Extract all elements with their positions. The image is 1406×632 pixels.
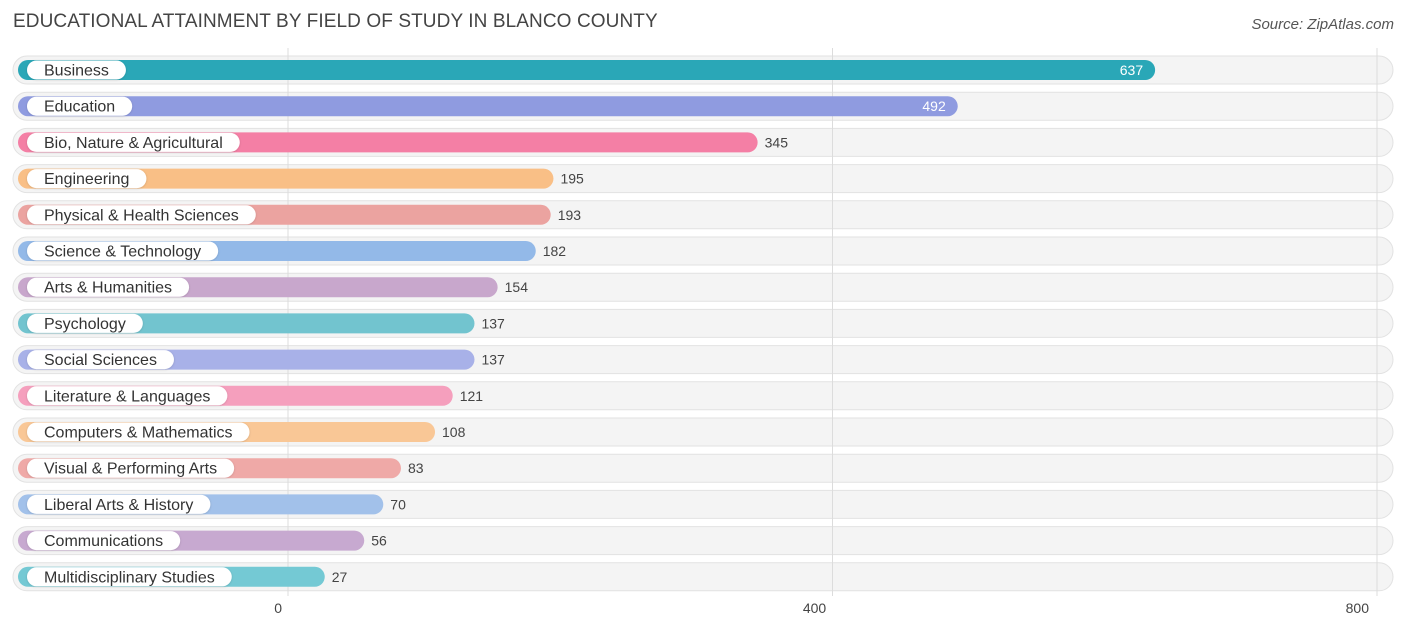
category-label: Business	[44, 63, 109, 80]
category-label-pill	[27, 241, 219, 261]
value-label: 137	[481, 352, 505, 368]
value-label: 83	[408, 460, 424, 476]
category-label-group: Psychology	[27, 313, 143, 333]
value-label: 182	[543, 243, 567, 259]
category-label-group: Literature & Languages	[27, 386, 228, 406]
value-label: 121	[460, 388, 484, 404]
bar	[18, 96, 958, 117]
x-tick-label: 0	[274, 600, 282, 616]
category-label-pill	[27, 350, 174, 370]
category-label: Bio, Nature & Agricultural	[44, 135, 223, 152]
category-label: Visual & Performing Arts	[44, 461, 217, 478]
category-label: Communications	[44, 533, 163, 550]
bar	[18, 60, 1156, 80]
category-label-pill	[27, 169, 147, 189]
category-label-pill	[27, 494, 211, 514]
value-label: 195	[560, 171, 584, 187]
category-label-group: Social Sciences	[27, 350, 174, 370]
category-label-pill	[27, 531, 181, 551]
category-label-pill	[27, 458, 235, 478]
category-label: Literature & Languages	[44, 388, 210, 405]
row-background	[12, 562, 1394, 592]
chart-title: EDUCATIONAL ATTAINMENT BY FIELD OF STUDY…	[13, 11, 658, 32]
category-label-pill	[27, 422, 250, 442]
value-label: 108	[442, 424, 466, 440]
value-label: 154	[505, 279, 529, 295]
value-label: 70	[390, 496, 406, 512]
category-label-pill	[27, 205, 256, 225]
category-label: Social Sciences	[44, 352, 157, 369]
value-label: 193	[558, 207, 582, 223]
category-label-group: Communications	[27, 531, 181, 551]
value-label: 137	[481, 315, 505, 331]
category-label-group: Physical & Health Sciences	[27, 205, 256, 225]
category-label-group: Visual & Performing Arts	[27, 458, 235, 478]
category-label-pill	[27, 96, 133, 116]
category-label: Psychology	[44, 316, 126, 333]
category-label-pill	[27, 386, 228, 406]
source-note: Source: ZipAtlas.com	[1251, 16, 1394, 33]
category-label: Multidisciplinary Studies	[44, 569, 215, 586]
value-label: 492	[922, 98, 946, 114]
category-label-pill	[27, 60, 126, 80]
category-label-pill	[27, 277, 190, 297]
category-label-pill	[27, 313, 143, 333]
category-label: Computers & Mathematics	[44, 425, 233, 442]
category-label: Engineering	[44, 171, 129, 188]
category-label-group: Liberal Arts & History	[27, 494, 211, 514]
x-tick-label: 800	[1346, 600, 1370, 616]
category-label-group: Multidisciplinary Studies	[27, 567, 232, 587]
category-label-group: Bio, Nature & Agricultural	[27, 132, 240, 152]
value-label: 637	[1120, 62, 1144, 78]
x-tick-label: 400	[803, 600, 827, 616]
category-label: Arts & Humanities	[44, 280, 172, 297]
category-label-group: Engineering	[27, 169, 147, 189]
category-label-pill	[27, 567, 232, 587]
category-label: Liberal Arts & History	[44, 497, 193, 514]
bar	[18, 168, 554, 189]
category-label-group: Business	[27, 60, 126, 80]
category-label-group: Computers & Mathematics	[27, 422, 250, 442]
category-label: Education	[44, 99, 115, 116]
category-label-group: Arts & Humanities	[27, 277, 190, 297]
category-label-pill	[27, 132, 240, 152]
category-label: Science & Technology	[44, 244, 201, 261]
category-label-group: Science & Technology	[27, 241, 219, 261]
category-label: Physical & Health Sciences	[44, 207, 239, 224]
category-label-group: Education	[27, 96, 133, 116]
value-label: 345	[765, 134, 789, 150]
value-label: 56	[371, 533, 387, 549]
value-label: 27	[332, 569, 348, 585]
